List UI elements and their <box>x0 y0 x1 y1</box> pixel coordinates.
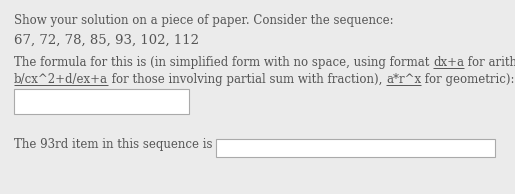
Text: for arithmetic (or: for arithmetic (or <box>464 56 515 69</box>
Text: The formula for this is (in simplified form with no space, using format: The formula for this is (in simplified f… <box>14 56 433 69</box>
Text: Show your solution on a piece of paper. Consider the sequence:: Show your solution on a piece of paper. … <box>14 14 393 27</box>
Text: for geometric):: for geometric): <box>421 73 515 86</box>
Text: b/cx^2+d/ex+a: b/cx^2+d/ex+a <box>14 73 108 86</box>
Text: for those involving partial sum with fraction),: for those involving partial sum with fra… <box>108 73 386 86</box>
Text: a*r^x: a*r^x <box>386 73 421 86</box>
Bar <box>14 89 189 114</box>
Text: The 93rd item in this sequence is: The 93rd item in this sequence is <box>14 138 213 151</box>
Bar <box>215 139 495 157</box>
Text: dx+a: dx+a <box>433 56 464 69</box>
Text: 67, 72, 78, 85, 93, 102, 112: 67, 72, 78, 85, 93, 102, 112 <box>14 34 199 47</box>
